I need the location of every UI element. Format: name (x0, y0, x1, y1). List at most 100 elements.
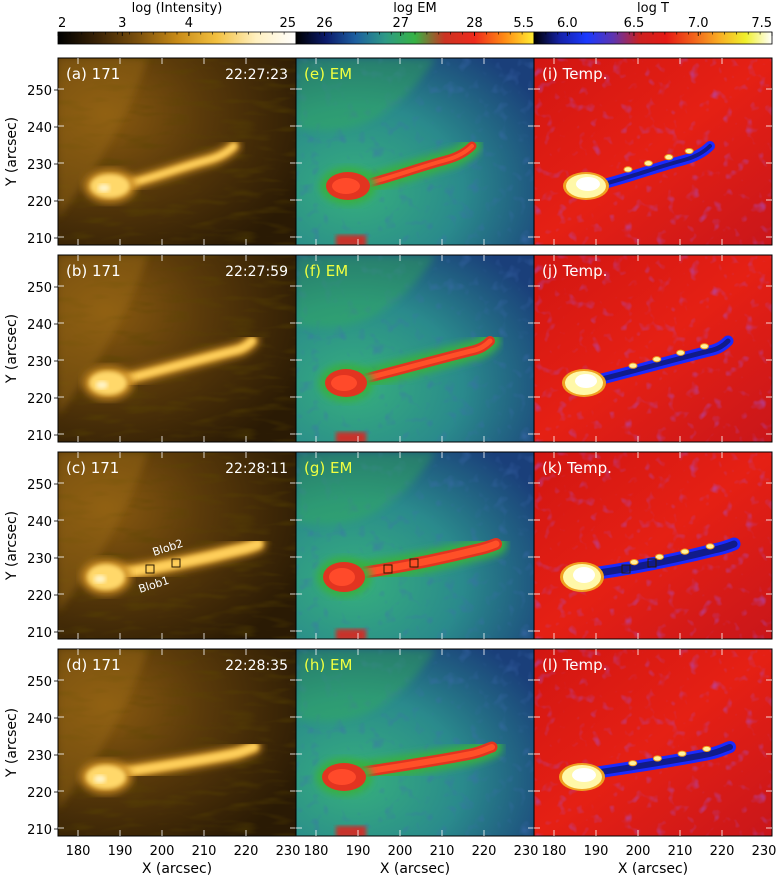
colorbar-3: log T 6.0 6.5 7.0 7.5 (533, 1, 773, 45)
x-tick-label: 190 (584, 844, 609, 859)
panel-label: (h) EM (304, 656, 352, 674)
colorbar-tick-label: 28 (466, 16, 483, 31)
panel-timestamp: 22:28:35 (225, 658, 288, 674)
panel-timestamp: 22:28:11 (225, 461, 288, 477)
jet-intensity (83, 334, 259, 400)
y-tick-label: 210 (27, 626, 52, 641)
y-axis-label: Y (arcsec) (4, 117, 20, 187)
panel-grid: (a) 171 22:27:23 (e) EM (i) Temp. (b) 171 22:… (57, 57, 773, 837)
x-tick-label: 210 (430, 844, 455, 859)
y-tick-label: 240 (27, 121, 52, 136)
y-tick-label: 250 (27, 478, 52, 493)
colorbar-title: log (Intensity) (132, 1, 223, 16)
colorbar-tick-label: 2 (58, 16, 66, 31)
jet-temperature (562, 335, 734, 397)
panel-label: (j) Temp. (542, 262, 607, 280)
jet-emission-measure (320, 136, 482, 205)
panel-4-2: (h) EM (295, 648, 535, 837)
x-tick-label: 200 (150, 844, 175, 859)
x-tick-label: 230 (514, 844, 539, 859)
panel-label: (k) Temp. (542, 459, 612, 477)
panel-3-3: (k) Temp. (533, 451, 773, 640)
x-tick-label: 220 (472, 844, 497, 859)
jet-temperature (560, 537, 741, 592)
panel-4-1: (d) 171 22:28:35 (57, 648, 297, 837)
panel-1-3: (i) Temp. (533, 57, 773, 246)
axes: 210 220 230 240 250 Y (arcsec) 210 220 230 240 250… (4, 84, 776, 877)
jet-emission-measure (319, 331, 500, 402)
x-tick-label: 230 (752, 844, 777, 859)
y-tick-label: 240 (27, 515, 52, 530)
y-tick-label: 210 (27, 823, 52, 838)
colorbar-1: log (Intensity) 2 3 4 25 (57, 1, 297, 45)
y-axis-label: Y (arcsec) (4, 314, 20, 384)
panel-label: (e) EM (304, 65, 352, 83)
y-tick-label: 220 (27, 786, 52, 801)
blob2-marker (409, 558, 419, 568)
blob1-marker (621, 564, 631, 574)
colorbar-tick-label: 7.5 (751, 16, 772, 31)
y-tick-label: 230 (27, 749, 52, 764)
jet-intensity (81, 536, 266, 595)
colorbar-title: log EM (393, 1, 436, 16)
x-tick-label: 210 (668, 844, 693, 859)
colorbar-tick-label: 4 (185, 16, 193, 31)
blob2-marker (647, 558, 657, 568)
colorbar-tick-label: 6.0 (557, 16, 578, 31)
panel-timestamp: 22:27:23 (225, 67, 288, 83)
panel-2-1: (b) 171 22:27:59 (57, 254, 297, 443)
colorbar-2: log EM 26 27 28 5.5 (295, 1, 535, 45)
x-tick-label: 180 (304, 844, 329, 859)
x-axis-label: X (arcsec) (618, 861, 688, 877)
colorbar-title: log T (637, 1, 669, 16)
y-tick-label: 230 (27, 552, 52, 567)
jet-emission-measure (316, 736, 503, 796)
panel-label: (l) Temp. (542, 656, 607, 674)
y-tick-label: 230 (27, 158, 52, 173)
x-tick-label: 180 (542, 844, 567, 859)
x-axis-label: X (arcsec) (380, 861, 450, 877)
colorbar-tick-label: 6.5 (624, 16, 645, 31)
x-tick-label: 200 (388, 844, 413, 859)
x-tick-label: 220 (710, 844, 735, 859)
x-tick-label: 190 (346, 844, 371, 859)
colorbar-tick-label: 27 (392, 16, 409, 31)
y-tick-label: 210 (27, 232, 52, 247)
panel-label: (a) 171 (66, 65, 120, 83)
panel-label: (b) 171 (66, 262, 121, 280)
colorbar-tick-label: 25 (279, 16, 296, 31)
panel-label: (c) 171 (66, 459, 119, 477)
x-tick-label: 180 (66, 844, 91, 859)
colorbar-tick-label: 5.5 (513, 16, 534, 31)
panel-2-2: (f) EM (295, 254, 535, 443)
panel-label: (i) Temp. (542, 65, 607, 83)
x-tick-label: 200 (626, 844, 651, 859)
x-axis-label: X (arcsec) (142, 861, 212, 877)
jet-intensity (84, 139, 241, 203)
y-tick-label: 220 (27, 392, 52, 407)
colorbar-tick-label: 26 (316, 16, 333, 31)
panel-label: (d) 171 (66, 656, 121, 674)
x-tick-label: 230 (276, 844, 301, 859)
y-tick-label: 220 (27, 195, 52, 210)
panel-label: (f) EM (304, 262, 348, 280)
panel-1-2: (e) EM (295, 57, 535, 246)
y-axis-label: Y (arcsec) (4, 511, 20, 581)
y-axis-label: Y (arcsec) (4, 708, 20, 778)
panel-1-1: (a) 171 22:27:23 (57, 57, 297, 246)
y-tick-label: 240 (27, 318, 52, 333)
colorbar-tick-label: 3 (118, 16, 126, 31)
colorbars: log (Intensity) 2 3 4 25 log EM 26 27 28 5.5 log T… (57, 1, 773, 45)
x-tick-label: 220 (234, 844, 259, 859)
y-tick-label: 230 (27, 355, 52, 370)
y-tick-label: 250 (27, 675, 52, 690)
x-tick-label: 210 (192, 844, 217, 859)
jet-temperature (559, 741, 736, 791)
y-tick-label: 250 (27, 281, 52, 296)
jet-temperature (563, 141, 715, 200)
jet-intensity (80, 739, 262, 794)
panel-label: (g) EM (304, 459, 352, 477)
y-tick-label: 250 (27, 84, 52, 99)
